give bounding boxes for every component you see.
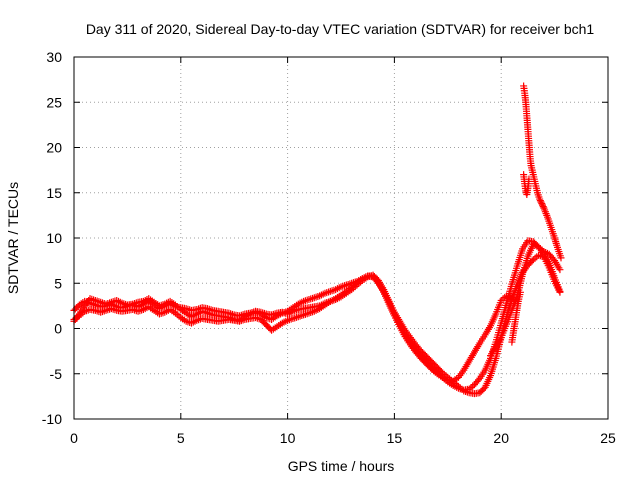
data-point-interp — [536, 197, 544, 205]
data-point-interp — [537, 198, 545, 206]
data-point — [289, 315, 297, 323]
data-point — [342, 281, 350, 289]
data-point — [556, 287, 564, 295]
data-point — [134, 307, 142, 315]
x-tick-label: 10 — [280, 430, 296, 446]
series-track-d — [487, 240, 564, 360]
data-point-interp — [309, 294, 317, 302]
data-point-interp — [303, 310, 311, 318]
data-point — [300, 311, 308, 319]
y-tick-label: 30 — [46, 49, 62, 65]
chart-title: Day 311 of 2020, Sidereal Day-to-day VTE… — [86, 21, 595, 37]
x-tick-label: 5 — [177, 430, 185, 446]
data-point — [525, 175, 533, 183]
y-axis-label: SDTVAR / TECUs — [5, 182, 21, 294]
series-track-g — [520, 171, 533, 199]
data-point-interp — [298, 312, 306, 320]
y-tick-label: 20 — [46, 140, 62, 156]
y-tick-label: -5 — [50, 366, 63, 382]
data-point-interp — [301, 310, 309, 318]
plot-border — [73, 56, 609, 420]
data-point — [305, 309, 313, 317]
data-point-interp — [293, 313, 300, 321]
data-point — [516, 288, 524, 296]
data-point-interp — [307, 295, 315, 303]
data-point-interp — [207, 310, 215, 318]
data-point-interp — [131, 306, 139, 314]
y-tick-labels: -10 -5 0 5 10 15 20 25 30 — [42, 49, 62, 427]
data-point-interp — [100, 307, 108, 315]
data-point — [538, 200, 546, 208]
data-point — [252, 308, 260, 316]
data-point — [294, 313, 302, 321]
data-point-interp — [538, 201, 546, 209]
x-axis-label: GPS time / hours — [288, 458, 395, 474]
data-point — [102, 306, 110, 314]
series-track-c — [70, 272, 521, 385]
data-point — [556, 266, 564, 274]
data-point-interp — [93, 307, 101, 315]
data-point — [536, 195, 544, 203]
data-point — [326, 287, 334, 295]
series-track-b — [70, 237, 564, 394]
data-points — [70, 82, 565, 398]
data-point-interp — [373, 277, 381, 285]
data-point — [310, 294, 318, 302]
y-tick-label: -10 — [42, 411, 62, 427]
x-tick-label: 20 — [493, 430, 509, 446]
y-tick-label: 0 — [54, 321, 62, 337]
data-point — [305, 296, 313, 304]
x-tick-labels: 0 5 10 15 20 25 — [70, 430, 616, 446]
data-point — [91, 306, 99, 314]
data-point-interp — [104, 306, 112, 314]
x-tick-label: 0 — [70, 430, 78, 446]
data-point-interp — [98, 308, 106, 316]
y-tick-label: 10 — [46, 230, 62, 246]
series-track-f — [520, 82, 565, 262]
data-point — [97, 308, 105, 316]
data-point — [557, 254, 565, 262]
data-point-interp — [296, 312, 304, 320]
series-track-e — [508, 288, 524, 346]
data-point-interp — [539, 203, 547, 211]
x-tick-label: 15 — [387, 430, 403, 446]
y-tick-label: 5 — [54, 275, 62, 291]
y-tick-label: 15 — [46, 185, 62, 201]
x-tick-label: 25 — [600, 430, 616, 446]
y-tick-label: 25 — [46, 94, 62, 110]
data-point-interp — [475, 376, 483, 384]
data-point-interp — [291, 314, 299, 322]
